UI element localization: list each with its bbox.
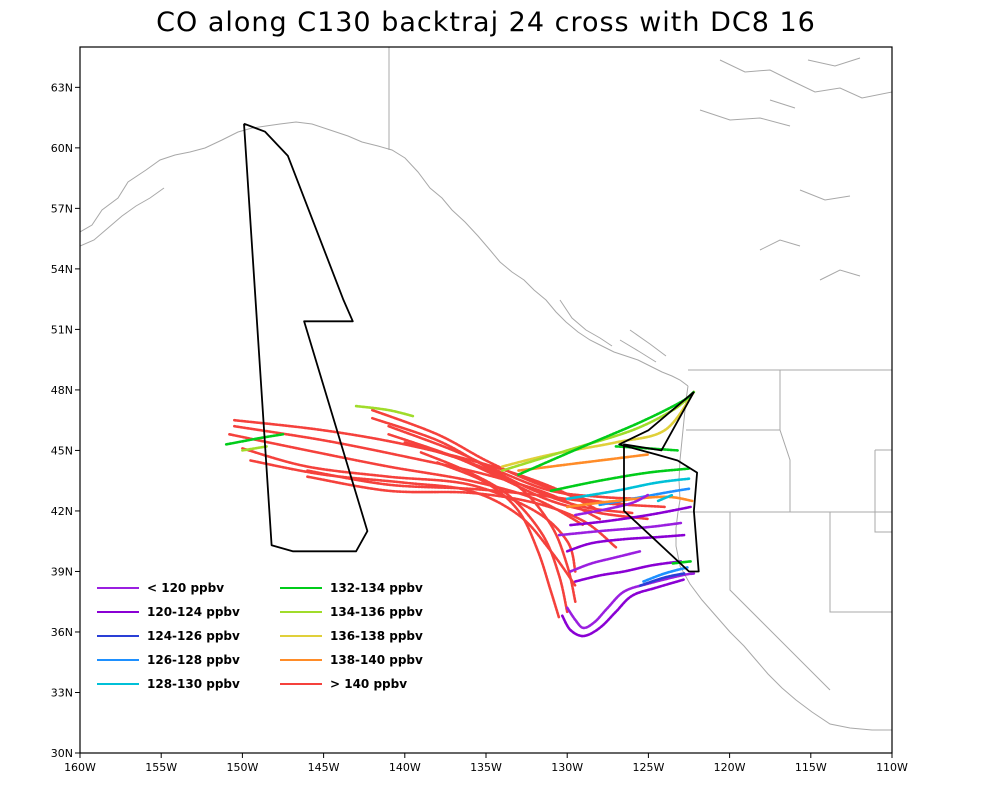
map-frame — [79, 46, 893, 754]
trajectory-line — [371, 416, 634, 515]
trajectory-line — [354, 404, 415, 418]
bc-islands — [559, 299, 667, 363]
y-tick-label: 48N — [51, 384, 73, 397]
x-tick-label: 135W — [470, 761, 502, 774]
legend-label: 138-140 ppbv — [330, 653, 423, 667]
y-tick-label: 54N — [51, 263, 73, 276]
trajectory-line — [419, 451, 569, 614]
trajectory-line — [436, 461, 561, 620]
legend-label: 120-124 ppbv — [147, 605, 240, 619]
y-tick-label: 36N — [51, 626, 73, 639]
y-tick-label: 63N — [51, 81, 73, 94]
legend-label: 128-130 ppbv — [147, 677, 240, 691]
trajectory-line — [671, 560, 692, 565]
trajectory-line — [569, 550, 642, 573]
x-tick-label: 140W — [389, 761, 421, 774]
x-tick-label: 130W — [551, 761, 583, 774]
trajectory-line — [565, 477, 691, 501]
x-tick-label: 125W — [632, 761, 664, 774]
trajectory-line — [306, 475, 618, 549]
y-tick-label: 60N — [51, 142, 73, 155]
trajectory-line — [642, 566, 689, 583]
state-border-id — [779, 370, 791, 512]
arctic-coast — [699, 57, 892, 127]
trajectory-line — [233, 424, 601, 521]
trajectory-layer — [224, 390, 696, 638]
y-tick-label: 45N — [51, 444, 73, 457]
x-tick-label: 160W — [64, 761, 96, 774]
trajectory-line — [500, 390, 696, 468]
y-tick-label: 51N — [51, 323, 73, 336]
x-tick-label: 115W — [795, 761, 827, 774]
hudson-shore — [759, 189, 861, 281]
trajectory-line — [549, 467, 691, 493]
x-tick-label: 155W — [145, 761, 177, 774]
alaska-coast-2 — [80, 187, 165, 247]
y-tick-label: 30N — [51, 747, 73, 760]
political-borders — [388, 47, 892, 691]
legend-label: 136-138 ppbv — [330, 629, 423, 643]
trajectory-line — [241, 447, 577, 573]
trajectory-line — [574, 560, 683, 583]
flight-track-layer — [243, 122, 700, 573]
y-tick-label: 42N — [51, 505, 73, 518]
trajectory-line — [500, 392, 694, 472]
trajectory-line — [517, 453, 650, 472]
x-tick-label: 110W — [876, 761, 908, 774]
x-tick-label: 145W — [308, 761, 340, 774]
c130-flight-track — [243, 122, 369, 553]
trajectory-line — [224, 433, 285, 446]
legend-label: 132-134 ppbv — [330, 581, 423, 595]
map-area — [80, 47, 892, 731]
legend-label: 124-126 ppbv — [147, 629, 240, 643]
trajectory-line — [561, 578, 686, 638]
trajectory-line — [639, 572, 686, 587]
legend-label: < 120 ppbv — [147, 581, 224, 595]
legend: < 120 ppbv 120-124 ppbv 124-126 ppbv 126-12… — [97, 581, 423, 691]
y-tick-label: 57N — [51, 202, 73, 215]
legend-label: 126-128 ppbv — [147, 653, 240, 667]
map-title: CO along C130 backtraj 24 cross with DC8… — [156, 7, 816, 38]
coastline — [80, 57, 892, 731]
trajectory-line — [574, 493, 650, 517]
trajectory-line — [656, 493, 675, 503]
trajectory-line — [371, 408, 634, 507]
trajectory-line — [517, 390, 696, 476]
trajectory-line — [565, 533, 686, 553]
y-tick-label: 33N — [51, 686, 73, 699]
state-border-mt — [874, 449, 892, 533]
legend-label: 134-136 ppbv — [330, 605, 423, 619]
trajectory-line — [387, 424, 642, 501]
state-border-ut — [829, 512, 892, 613]
trajectory-line — [228, 433, 585, 527]
dc8-flight-track — [618, 391, 700, 573]
state-border-nv — [729, 512, 831, 691]
trajectory-line — [557, 521, 683, 537]
x-tick-label: 150W — [226, 761, 258, 774]
axes: 160W 155W 150W 145W 140W 135W 130W 125W 120W 115W… — [51, 81, 908, 774]
west-coast — [675, 385, 892, 731]
y-tick-label: 39N — [51, 565, 73, 578]
legend-label: > 140 ppbv — [330, 677, 407, 691]
trajectory-line — [569, 505, 692, 527]
x-tick-label: 120W — [714, 761, 746, 774]
alaska-coast — [80, 121, 689, 387]
trajectory-line — [565, 572, 696, 630]
